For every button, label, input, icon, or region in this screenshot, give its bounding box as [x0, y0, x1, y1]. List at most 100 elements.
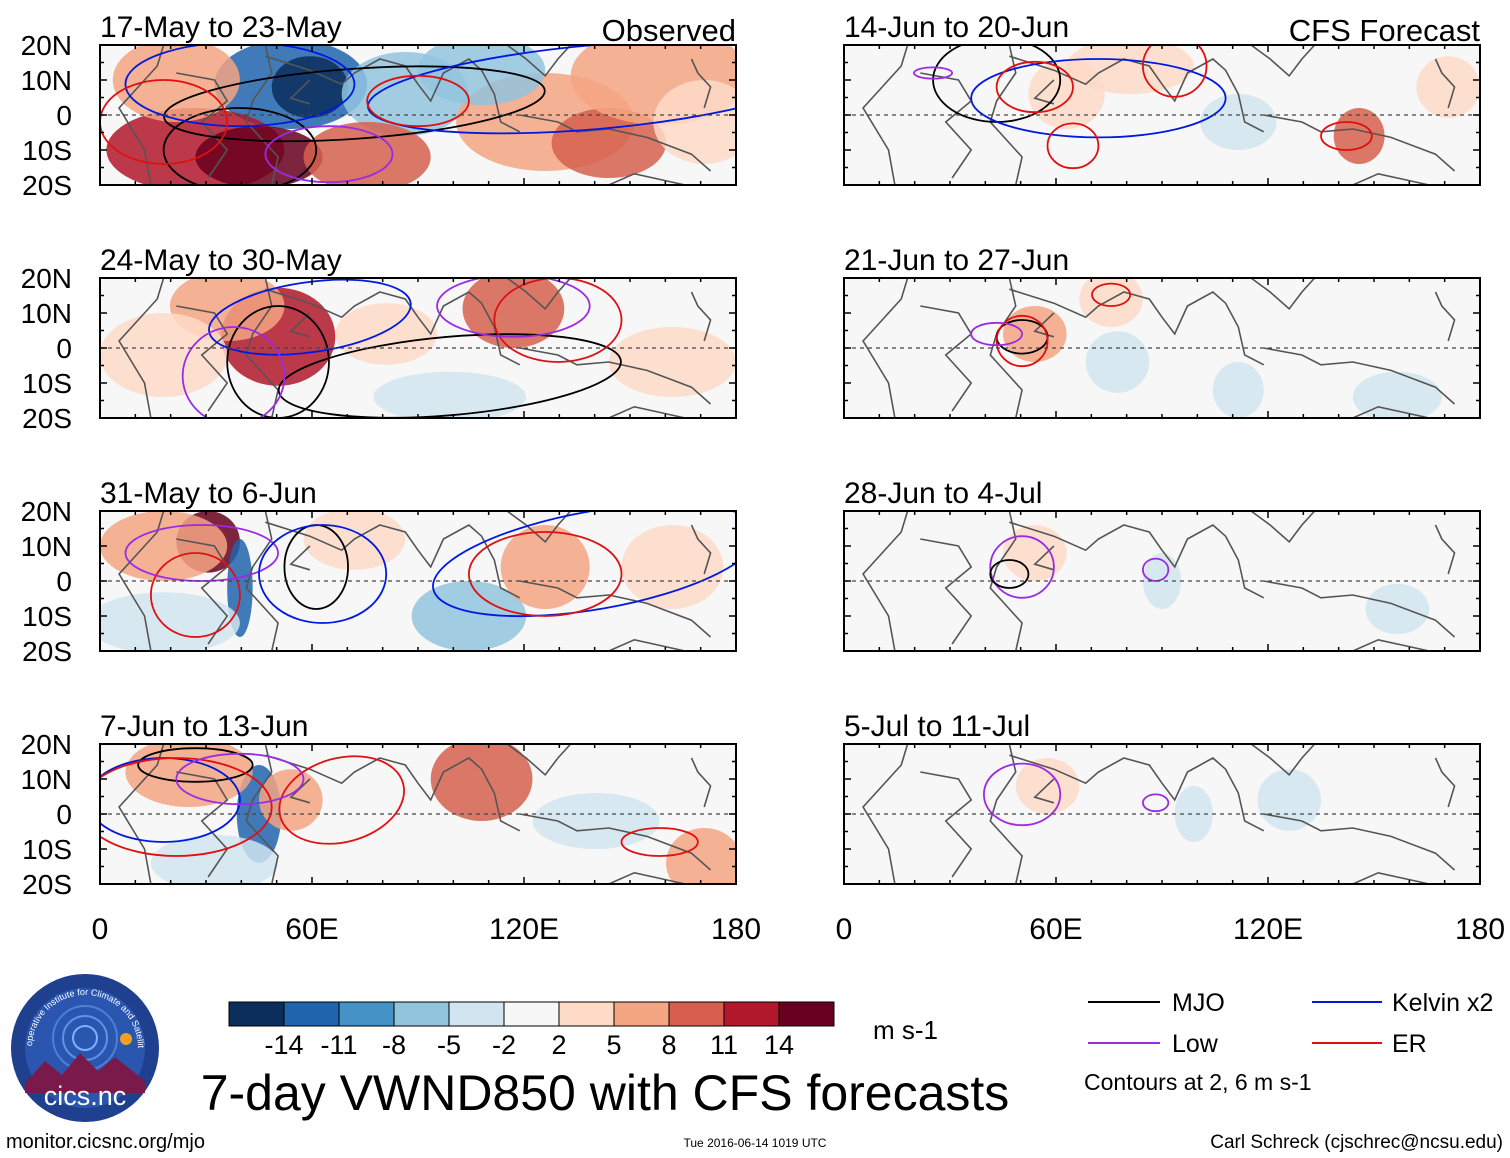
coastline — [1434, 757, 1456, 808]
anomaly-shading — [1085, 331, 1150, 393]
coastline — [245, 511, 279, 651]
anomaly-shading — [462, 278, 565, 348]
coastline — [1250, 744, 1316, 776]
wave-contour — [989, 535, 1055, 599]
panel-field — [862, 45, 1480, 185]
coastline — [920, 538, 973, 645]
colorbar-swatch — [668, 1001, 725, 1027]
wave-contour — [1142, 557, 1170, 582]
coastline — [1434, 524, 1456, 575]
logo-text: cics.nc — [44, 1081, 127, 1111]
lat-tick-label: 20S — [22, 869, 72, 900]
coastline — [1009, 288, 1265, 366]
anomaly-shading — [150, 835, 279, 884]
coastline — [1434, 58, 1456, 109]
lon-tick-label: 180 — [1455, 913, 1505, 946]
panel-title: 31-May to 6-Jun — [100, 477, 317, 510]
anomaly-shading — [653, 80, 736, 164]
wave-contour — [436, 278, 591, 338]
colorbar-swatch — [778, 1001, 835, 1027]
coastline — [1250, 278, 1316, 310]
wave-contour — [983, 762, 1062, 827]
anomaly-shading — [500, 525, 590, 609]
panel-field — [100, 511, 736, 651]
legend: MJO Kelvin x2 Low ER Contours at 2, 6 m … — [1084, 989, 1493, 1095]
colorbar-swatch — [448, 1001, 505, 1027]
anomaly-shading — [112, 45, 240, 122]
anomaly-shading — [100, 313, 228, 397]
lat-tick-label: 10N — [21, 298, 72, 329]
wave-contour — [149, 552, 241, 638]
coastline — [1263, 813, 1456, 871]
wave-contour — [264, 125, 394, 184]
lat-tick-label: 10S — [22, 601, 72, 632]
colorbar-swatch — [228, 1001, 285, 1027]
coastline — [608, 638, 686, 651]
panel-field — [100, 744, 736, 884]
sun-icon — [120, 1033, 132, 1045]
wave-contour — [124, 524, 279, 582]
panel-background — [844, 744, 1480, 884]
lat-tick-label: 10S — [22, 135, 72, 166]
coastline — [1033, 79, 1055, 105]
wave-contour — [970, 58, 1227, 139]
coastline — [1009, 521, 1265, 599]
wave-contour — [163, 65, 546, 143]
panels: 17-May to 23-May Observed 20N 10N 0 10S 20S 14-… — [21, 11, 1505, 946]
lon-tick-label: 60E — [1029, 913, 1082, 946]
panel-field — [862, 744, 1456, 884]
coastline — [176, 72, 229, 179]
lat-tick-label: 20S — [22, 636, 72, 667]
anomaly-shading — [621, 525, 724, 609]
figure-title: 7-day VWND850 with CFS forecasts — [201, 1065, 1010, 1121]
colorbar-swatch — [393, 1001, 450, 1027]
wave-contour — [278, 755, 405, 845]
coastline — [989, 511, 1023, 651]
panel-field — [862, 278, 1456, 418]
coastline — [176, 538, 229, 645]
colorbar-tick-label: 11 — [710, 1030, 738, 1060]
footer-url[interactable]: monitor.cicsnc.org/mjo — [6, 1131, 205, 1153]
anomaly-shading — [1174, 786, 1213, 842]
coastline — [289, 545, 311, 571]
coastline — [519, 114, 712, 172]
lat-tick-label: 0 — [56, 799, 72, 830]
anomaly-shading — [1003, 306, 1067, 362]
coastline — [920, 72, 973, 179]
wave-contour — [1142, 793, 1170, 813]
colorbar-tick-label: 2 — [551, 1030, 566, 1060]
wave-contour — [258, 524, 388, 624]
map-panel: 21-Jun to 27-Jun — [843, 244, 1481, 419]
colorbar-swatch — [613, 1001, 670, 1027]
anomaly-shading — [303, 122, 431, 185]
wave-contour — [162, 107, 318, 185]
coastline — [989, 744, 1023, 884]
coastline — [1009, 55, 1265, 133]
anomaly-shading — [1333, 108, 1385, 164]
colorbar-swatch — [338, 1001, 395, 1027]
colorbar-swatch — [503, 1001, 560, 1027]
panel-title: 21-Jun to 27-Jun — [844, 244, 1069, 277]
coastline — [1352, 638, 1430, 651]
coastline — [506, 511, 572, 543]
lat-tick-label: 20S — [22, 170, 72, 201]
colorbar-swatch — [283, 1001, 340, 1027]
wave-contour — [100, 757, 273, 857]
coastline — [690, 291, 712, 342]
wave-contour — [995, 314, 1049, 368]
anomaly-shading — [418, 45, 546, 106]
wave-contour — [1320, 121, 1373, 151]
lat-tick-label: 10N — [21, 531, 72, 562]
anomaly-shading — [1365, 583, 1430, 635]
coastline — [245, 744, 279, 884]
coastline — [118, 744, 165, 884]
coastline — [920, 771, 973, 878]
map-panel: 17-May to 23-May Observed 20N 10N 0 10S 20S — [21, 11, 737, 201]
colorbar-tick-label: -11 — [320, 1030, 357, 1060]
wave-contour — [226, 305, 330, 418]
coastline — [118, 511, 165, 651]
lat-tick-label: 0 — [56, 100, 72, 131]
wave-contour — [124, 45, 356, 128]
anomaly-shading — [1200, 94, 1277, 150]
lat-tick-label: 10N — [21, 65, 72, 96]
